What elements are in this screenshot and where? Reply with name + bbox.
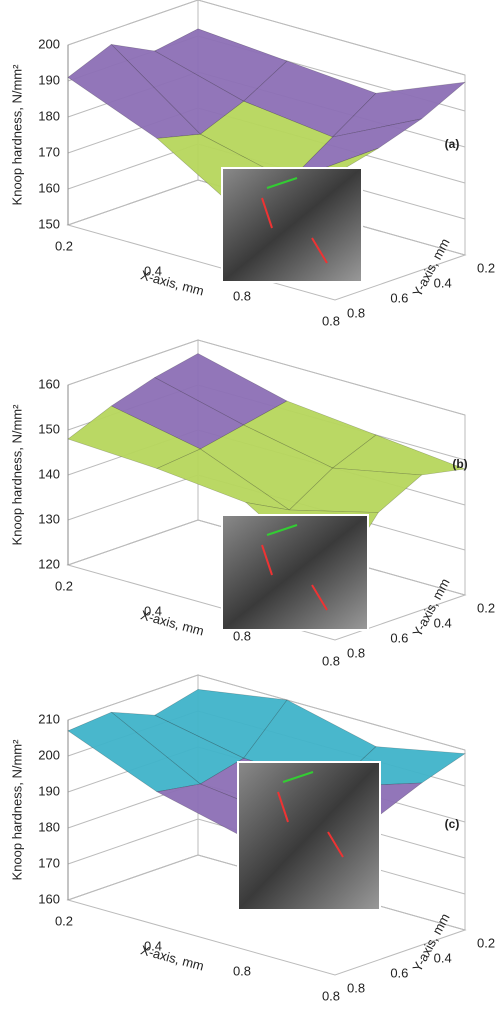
- x-axis-title: X-axis, mm: [139, 607, 206, 638]
- x-tick-label: 0.8: [233, 963, 251, 978]
- z-tick-label: 200: [38, 36, 60, 51]
- z-tick-label: 140: [38, 466, 60, 481]
- x-tick-label: 0.8: [322, 653, 340, 668]
- z-tick-label: 150: [38, 216, 60, 231]
- z-tick-label: 170: [38, 144, 60, 159]
- y-tick-label: 0.4: [434, 950, 452, 965]
- z-tick-label: 120: [38, 556, 60, 571]
- figure: 150 160 170 180 190 200 0.2 0.4 0.8 0.8 0.2 0.4 0.6 0…: [0, 0, 498, 1009]
- x-tick-label: 0.8: [233, 288, 251, 303]
- z-tick-label: 160: [38, 891, 60, 906]
- panel-label: (b): [452, 457, 467, 471]
- sem-inset: [238, 762, 380, 910]
- y-tick-label: 0.6: [390, 630, 408, 645]
- y-tick-label: 0.2: [477, 600, 495, 615]
- z-tick-label: 180: [38, 108, 60, 123]
- panel: 1201301401501600.20.40.80.80.20.40.60.8K…: [9, 340, 495, 668]
- y-tick-label: 0.8: [347, 305, 365, 320]
- y-tick-label: 0.2: [477, 935, 495, 950]
- z-tick-label: 190: [38, 72, 60, 87]
- x-tick-label: 0.2: [55, 238, 73, 253]
- x-tick-label: 0.2: [55, 913, 73, 928]
- z-axis-title: Knoop hardness, N/mm²: [9, 404, 24, 546]
- y-tick-label: 0.4: [434, 275, 452, 290]
- x-axis-title: X-axis, mm: [139, 942, 206, 973]
- x-tick-label: 0.2: [55, 578, 73, 593]
- z-tick-label: 170: [38, 855, 60, 870]
- panel-label: (c): [445, 817, 460, 831]
- x-axis-title: X-axis, mm: [139, 267, 206, 298]
- z-axis-title: Knoop hardness, N/mm²: [9, 64, 24, 206]
- z-tick-label: 160: [38, 376, 60, 391]
- y-tick-label: 0.8: [347, 980, 365, 995]
- panel: 1501601701801902000.20.40.80.80.20.40.60…: [9, 0, 495, 328]
- sem-inset: [222, 168, 362, 282]
- y-tick-label: 0.2: [477, 260, 495, 275]
- z-tick-label: 130: [38, 511, 60, 526]
- y-tick-label: 0.4: [434, 615, 452, 630]
- z-tick-label: 160: [38, 180, 60, 195]
- x-tick-label: 0.8: [322, 313, 340, 328]
- panel: 1601701801902002100.20.40.80.80.20.40.60…: [9, 675, 495, 1003]
- panel-label: (a): [445, 137, 460, 151]
- sem-inset: [222, 515, 368, 630]
- z-tick-label: 150: [38, 421, 60, 436]
- z-axis-title: Knoop hardness, N/mm²: [9, 739, 24, 881]
- z-tick-label: 180: [38, 819, 60, 834]
- y-tick-label: 0.6: [390, 965, 408, 980]
- y-tick-label: 0.8: [347, 645, 365, 660]
- y-tick-label: 0.6: [390, 290, 408, 305]
- x-tick-label: 0.8: [322, 988, 340, 1003]
- z-tick-label: 210: [38, 711, 60, 726]
- z-tick-label: 190: [38, 783, 60, 798]
- z-tick-label: 200: [38, 747, 60, 762]
